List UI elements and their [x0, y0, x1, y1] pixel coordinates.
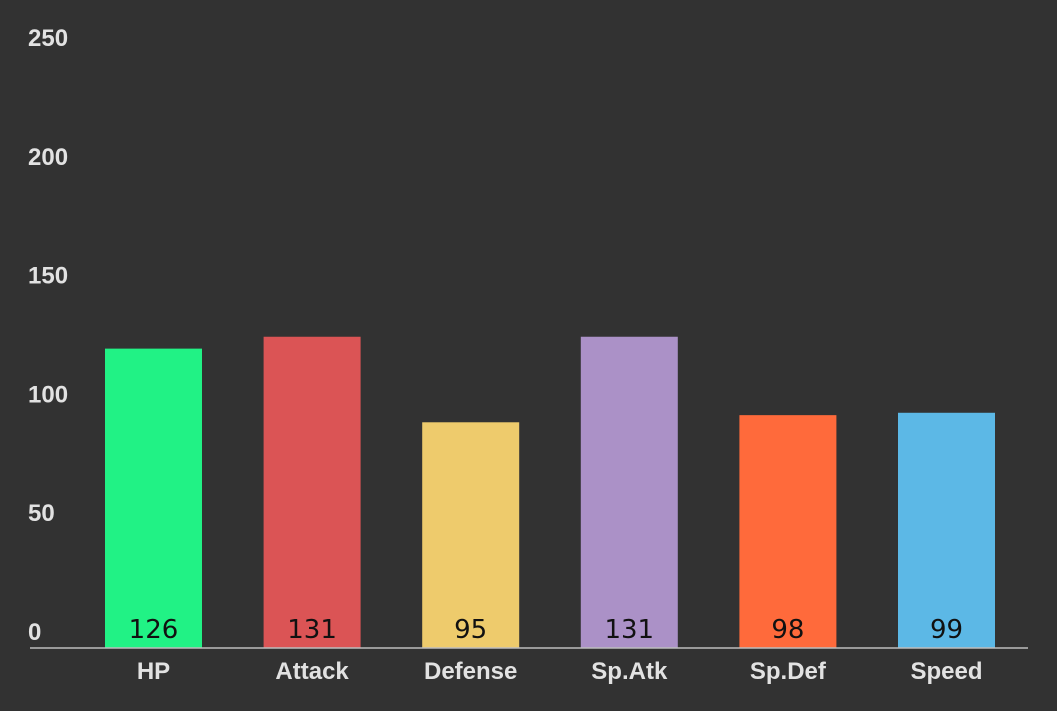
y-tick-label: 100 — [28, 381, 68, 408]
x-axis-ticks: HP Attack Defense Sp.Atk Sp.Def Speed — [137, 658, 983, 685]
x-tick-label: Defense — [424, 658, 517, 685]
bar-attack — [263, 336, 361, 648]
bars — [105, 336, 995, 648]
bar-value-label: 99 — [930, 615, 963, 645]
y-tick-label: 50 — [28, 500, 55, 527]
x-tick-label: Speed — [910, 658, 982, 685]
bar-hp — [105, 348, 202, 648]
bar-sp-atk — [580, 336, 678, 648]
y-tick-label: 250 — [28, 25, 68, 52]
x-tick-label: HP — [137, 658, 170, 685]
y-tick-label: 150 — [28, 263, 68, 290]
x-tick-label: Sp.Atk — [591, 658, 668, 685]
bar-value-label: 98 — [771, 615, 804, 645]
y-tick-label: 200 — [28, 144, 68, 171]
bar-value-label: 126 — [129, 615, 179, 645]
bar-defense — [422, 422, 520, 648]
bar-value-label: 131 — [287, 615, 337, 645]
y-tick-label: 0 — [28, 619, 41, 646]
bar-value-label: 131 — [604, 615, 654, 645]
bar-speed — [898, 412, 995, 648]
x-tick-label: Sp.Def — [750, 658, 827, 685]
bar-value-label: 95 — [454, 615, 487, 645]
y-axis-ticks: 0 50 100 150 200 250 — [28, 25, 68, 646]
x-tick-label: Attack — [275, 658, 349, 685]
value-labels: 126 131 95 131 98 99 — [129, 615, 963, 645]
bar-sp-def — [739, 415, 837, 648]
